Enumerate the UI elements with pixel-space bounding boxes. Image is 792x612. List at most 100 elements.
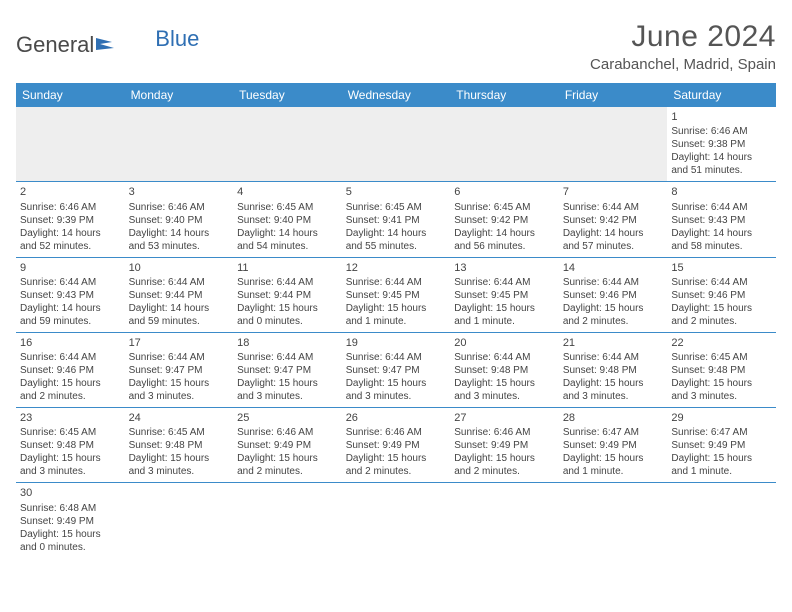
daylight-text: Daylight: 14 hours — [20, 302, 121, 315]
calendar-cell — [559, 483, 668, 558]
weekday-header: Tuesday — [233, 83, 342, 107]
sunrise-text: Sunrise: 6:44 AM — [237, 351, 338, 364]
weekday-header: Thursday — [450, 83, 559, 107]
calendar-cell: 1Sunrise: 6:46 AMSunset: 9:38 PMDaylight… — [667, 107, 776, 182]
sunrise-text: Sunrise: 6:44 AM — [563, 201, 664, 214]
weekday-header: Monday — [125, 83, 234, 107]
day-number: 23 — [20, 411, 121, 425]
daylight-text: and 2 minutes. — [563, 315, 664, 328]
daylight-text: and 0 minutes. — [237, 315, 338, 328]
sunrise-text: Sunrise: 6:44 AM — [671, 201, 772, 214]
sunset-text: Sunset: 9:39 PM — [20, 214, 121, 227]
sunset-text: Sunset: 9:47 PM — [129, 364, 230, 377]
day-number: 26 — [346, 411, 447, 425]
sunset-text: Sunset: 9:41 PM — [346, 214, 447, 227]
calendar-row: 1Sunrise: 6:46 AMSunset: 9:38 PMDaylight… — [16, 107, 776, 182]
day-number: 20 — [454, 336, 555, 350]
day-number: 24 — [129, 411, 230, 425]
daylight-text: and 53 minutes. — [129, 240, 230, 253]
sunset-text: Sunset: 9:42 PM — [563, 214, 664, 227]
calendar-cell: 9Sunrise: 6:44 AMSunset: 9:43 PMDaylight… — [16, 257, 125, 332]
sunrise-text: Sunrise: 6:44 AM — [129, 351, 230, 364]
sunrise-text: Sunrise: 6:46 AM — [129, 201, 230, 214]
daylight-text: Daylight: 15 hours — [346, 377, 447, 390]
calendar-cell — [16, 107, 125, 182]
daylight-text: Daylight: 14 hours — [563, 227, 664, 240]
sunrise-text: Sunrise: 6:46 AM — [346, 426, 447, 439]
daylight-text: Daylight: 15 hours — [346, 452, 447, 465]
calendar-row: 30Sunrise: 6:48 AMSunset: 9:49 PMDayligh… — [16, 483, 776, 558]
day-number: 13 — [454, 261, 555, 275]
daylight-text: and 51 minutes. — [671, 164, 772, 177]
calendar-cell: 18Sunrise: 6:44 AMSunset: 9:47 PMDayligh… — [233, 332, 342, 407]
calendar-cell: 3Sunrise: 6:46 AMSunset: 9:40 PMDaylight… — [125, 182, 234, 257]
daylight-text: and 1 minute. — [346, 315, 447, 328]
calendar-cell — [233, 483, 342, 558]
sunrise-text: Sunrise: 6:45 AM — [346, 201, 447, 214]
calendar-cell: 2Sunrise: 6:46 AMSunset: 9:39 PMDaylight… — [16, 182, 125, 257]
calendar-cell — [125, 483, 234, 558]
calendar-cell: 11Sunrise: 6:44 AMSunset: 9:44 PMDayligh… — [233, 257, 342, 332]
day-number: 2 — [20, 185, 121, 199]
header: General Blue June 2024 Carabanchel, Madr… — [16, 20, 776, 73]
brand-part2: Blue — [155, 26, 199, 52]
daylight-text: and 3 minutes. — [129, 390, 230, 403]
daylight-text: and 2 minutes. — [671, 315, 772, 328]
sunrise-text: Sunrise: 6:46 AM — [671, 125, 772, 138]
daylight-text: and 0 minutes. — [20, 541, 121, 554]
daylight-text: Daylight: 14 hours — [20, 227, 121, 240]
sunset-text: Sunset: 9:49 PM — [671, 439, 772, 452]
calendar-cell: 22Sunrise: 6:45 AMSunset: 9:48 PMDayligh… — [667, 332, 776, 407]
daylight-text: Daylight: 15 hours — [563, 452, 664, 465]
daylight-text: and 2 minutes. — [237, 465, 338, 478]
sunrise-text: Sunrise: 6:47 AM — [563, 426, 664, 439]
daylight-text: Daylight: 15 hours — [563, 302, 664, 315]
daylight-text: Daylight: 15 hours — [671, 302, 772, 315]
calendar-cell — [342, 107, 451, 182]
calendar-header-row: SundayMondayTuesdayWednesdayThursdayFrid… — [16, 83, 776, 107]
day-number: 22 — [671, 336, 772, 350]
sunrise-text: Sunrise: 6:44 AM — [454, 351, 555, 364]
day-number: 27 — [454, 411, 555, 425]
sunset-text: Sunset: 9:46 PM — [20, 364, 121, 377]
day-number: 15 — [671, 261, 772, 275]
calendar-cell: 6Sunrise: 6:45 AMSunset: 9:42 PMDaylight… — [450, 182, 559, 257]
daylight-text: and 1 minute. — [563, 465, 664, 478]
calendar-cell: 13Sunrise: 6:44 AMSunset: 9:45 PMDayligh… — [450, 257, 559, 332]
daylight-text: and 3 minutes. — [237, 390, 338, 403]
sunset-text: Sunset: 9:45 PM — [454, 289, 555, 302]
calendar-row: 9Sunrise: 6:44 AMSunset: 9:43 PMDaylight… — [16, 257, 776, 332]
daylight-text: Daylight: 14 hours — [346, 227, 447, 240]
daylight-text: Daylight: 15 hours — [454, 302, 555, 315]
sunset-text: Sunset: 9:47 PM — [346, 364, 447, 377]
daylight-text: and 59 minutes. — [20, 315, 121, 328]
sunset-text: Sunset: 9:43 PM — [20, 289, 121, 302]
daylight-text: and 3 minutes. — [454, 390, 555, 403]
calendar-cell: 21Sunrise: 6:44 AMSunset: 9:48 PMDayligh… — [559, 332, 668, 407]
calendar-cell: 27Sunrise: 6:46 AMSunset: 9:49 PMDayligh… — [450, 408, 559, 483]
calendar-cell: 26Sunrise: 6:46 AMSunset: 9:49 PMDayligh… — [342, 408, 451, 483]
sunrise-text: Sunrise: 6:44 AM — [454, 276, 555, 289]
day-number: 25 — [237, 411, 338, 425]
sunset-text: Sunset: 9:46 PM — [563, 289, 664, 302]
sunrise-text: Sunrise: 6:47 AM — [671, 426, 772, 439]
daylight-text: Daylight: 14 hours — [671, 151, 772, 164]
daylight-text: Daylight: 14 hours — [671, 227, 772, 240]
sunset-text: Sunset: 9:46 PM — [671, 289, 772, 302]
sunrise-text: Sunrise: 6:46 AM — [237, 426, 338, 439]
weekday-header: Sunday — [16, 83, 125, 107]
sunrise-text: Sunrise: 6:46 AM — [454, 426, 555, 439]
daylight-text: Daylight: 15 hours — [454, 377, 555, 390]
calendar-cell: 25Sunrise: 6:46 AMSunset: 9:49 PMDayligh… — [233, 408, 342, 483]
day-number: 4 — [237, 185, 338, 199]
daylight-text: and 56 minutes. — [454, 240, 555, 253]
sunrise-text: Sunrise: 6:44 AM — [671, 276, 772, 289]
calendar-row: 2Sunrise: 6:46 AMSunset: 9:39 PMDaylight… — [16, 182, 776, 257]
calendar-cell: 8Sunrise: 6:44 AMSunset: 9:43 PMDaylight… — [667, 182, 776, 257]
calendar-cell: 15Sunrise: 6:44 AMSunset: 9:46 PMDayligh… — [667, 257, 776, 332]
sunset-text: Sunset: 9:40 PM — [129, 214, 230, 227]
sunrise-text: Sunrise: 6:48 AM — [20, 502, 121, 515]
calendar-cell: 14Sunrise: 6:44 AMSunset: 9:46 PMDayligh… — [559, 257, 668, 332]
day-number: 8 — [671, 185, 772, 199]
sunset-text: Sunset: 9:44 PM — [237, 289, 338, 302]
